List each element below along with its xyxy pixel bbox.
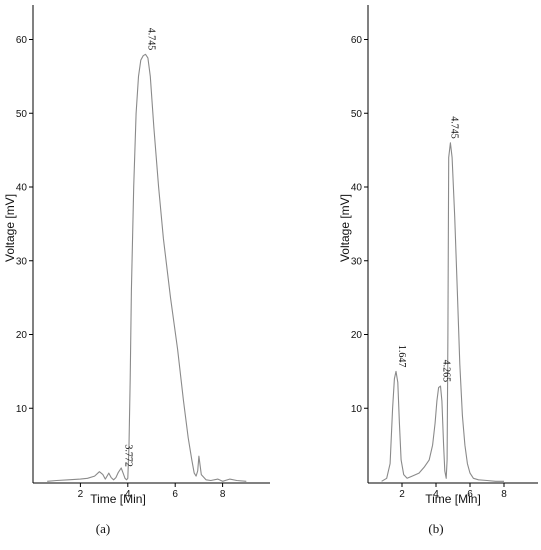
y-tick-label: 40	[16, 183, 28, 194]
x-axis-title: Time [Min]	[425, 492, 481, 506]
peak-retention-label: 1.647	[396, 345, 407, 368]
chromatogram-trace	[381, 142, 504, 482]
y-tick-label: 20	[351, 330, 363, 341]
chart-panel-a: 10 20 30 40 50 60 2 4 6 8 Voltage [mV] Time [Min] 3.…	[3, 5, 270, 536]
y-tick-label: 30	[351, 256, 363, 267]
peak-retention-label: 4.745	[449, 116, 460, 139]
peak-retention-label: 3.772	[122, 444, 133, 467]
x-axis-title: Time [Min]	[90, 492, 146, 506]
y-tick-label: 50	[351, 109, 363, 120]
y-tick-label: 30	[16, 256, 28, 267]
x-tick-label: 4	[433, 489, 439, 500]
y-tick-label: 60	[16, 35, 28, 46]
x-tick-label: 6	[467, 489, 473, 500]
y-tick-label: 60	[351, 35, 363, 46]
y-tick-label: 50	[16, 109, 28, 120]
y-tick-label: 10	[351, 404, 363, 415]
y-tick-label: 20	[16, 330, 28, 341]
chromatogram-trace	[47, 53, 247, 482]
panel-label: (a)	[96, 521, 110, 536]
x-tick-label: 2	[78, 489, 84, 500]
x-tick-label: 4	[125, 489, 131, 500]
y-tick-label: 40	[351, 183, 363, 194]
x-tick-label: 8	[501, 489, 507, 500]
x-tick-label: 8	[220, 489, 226, 500]
panel-label: (b)	[428, 521, 443, 536]
y-tick-label: 10	[16, 404, 28, 415]
peak-retention-label: 4.265	[441, 360, 452, 383]
peak-retention-label: 4.745	[145, 28, 156, 51]
y-axis-title: Voltage [mV]	[338, 194, 352, 262]
chart-panel-b: 10 20 30 40 50 60 2 4 6 8 Voltage [mV] Time [Min] 1.…	[338, 5, 538, 536]
y-axis-title: Voltage [mV]	[3, 194, 17, 262]
x-tick-label: 6	[172, 489, 178, 500]
x-tick-label: 2	[399, 489, 405, 500]
